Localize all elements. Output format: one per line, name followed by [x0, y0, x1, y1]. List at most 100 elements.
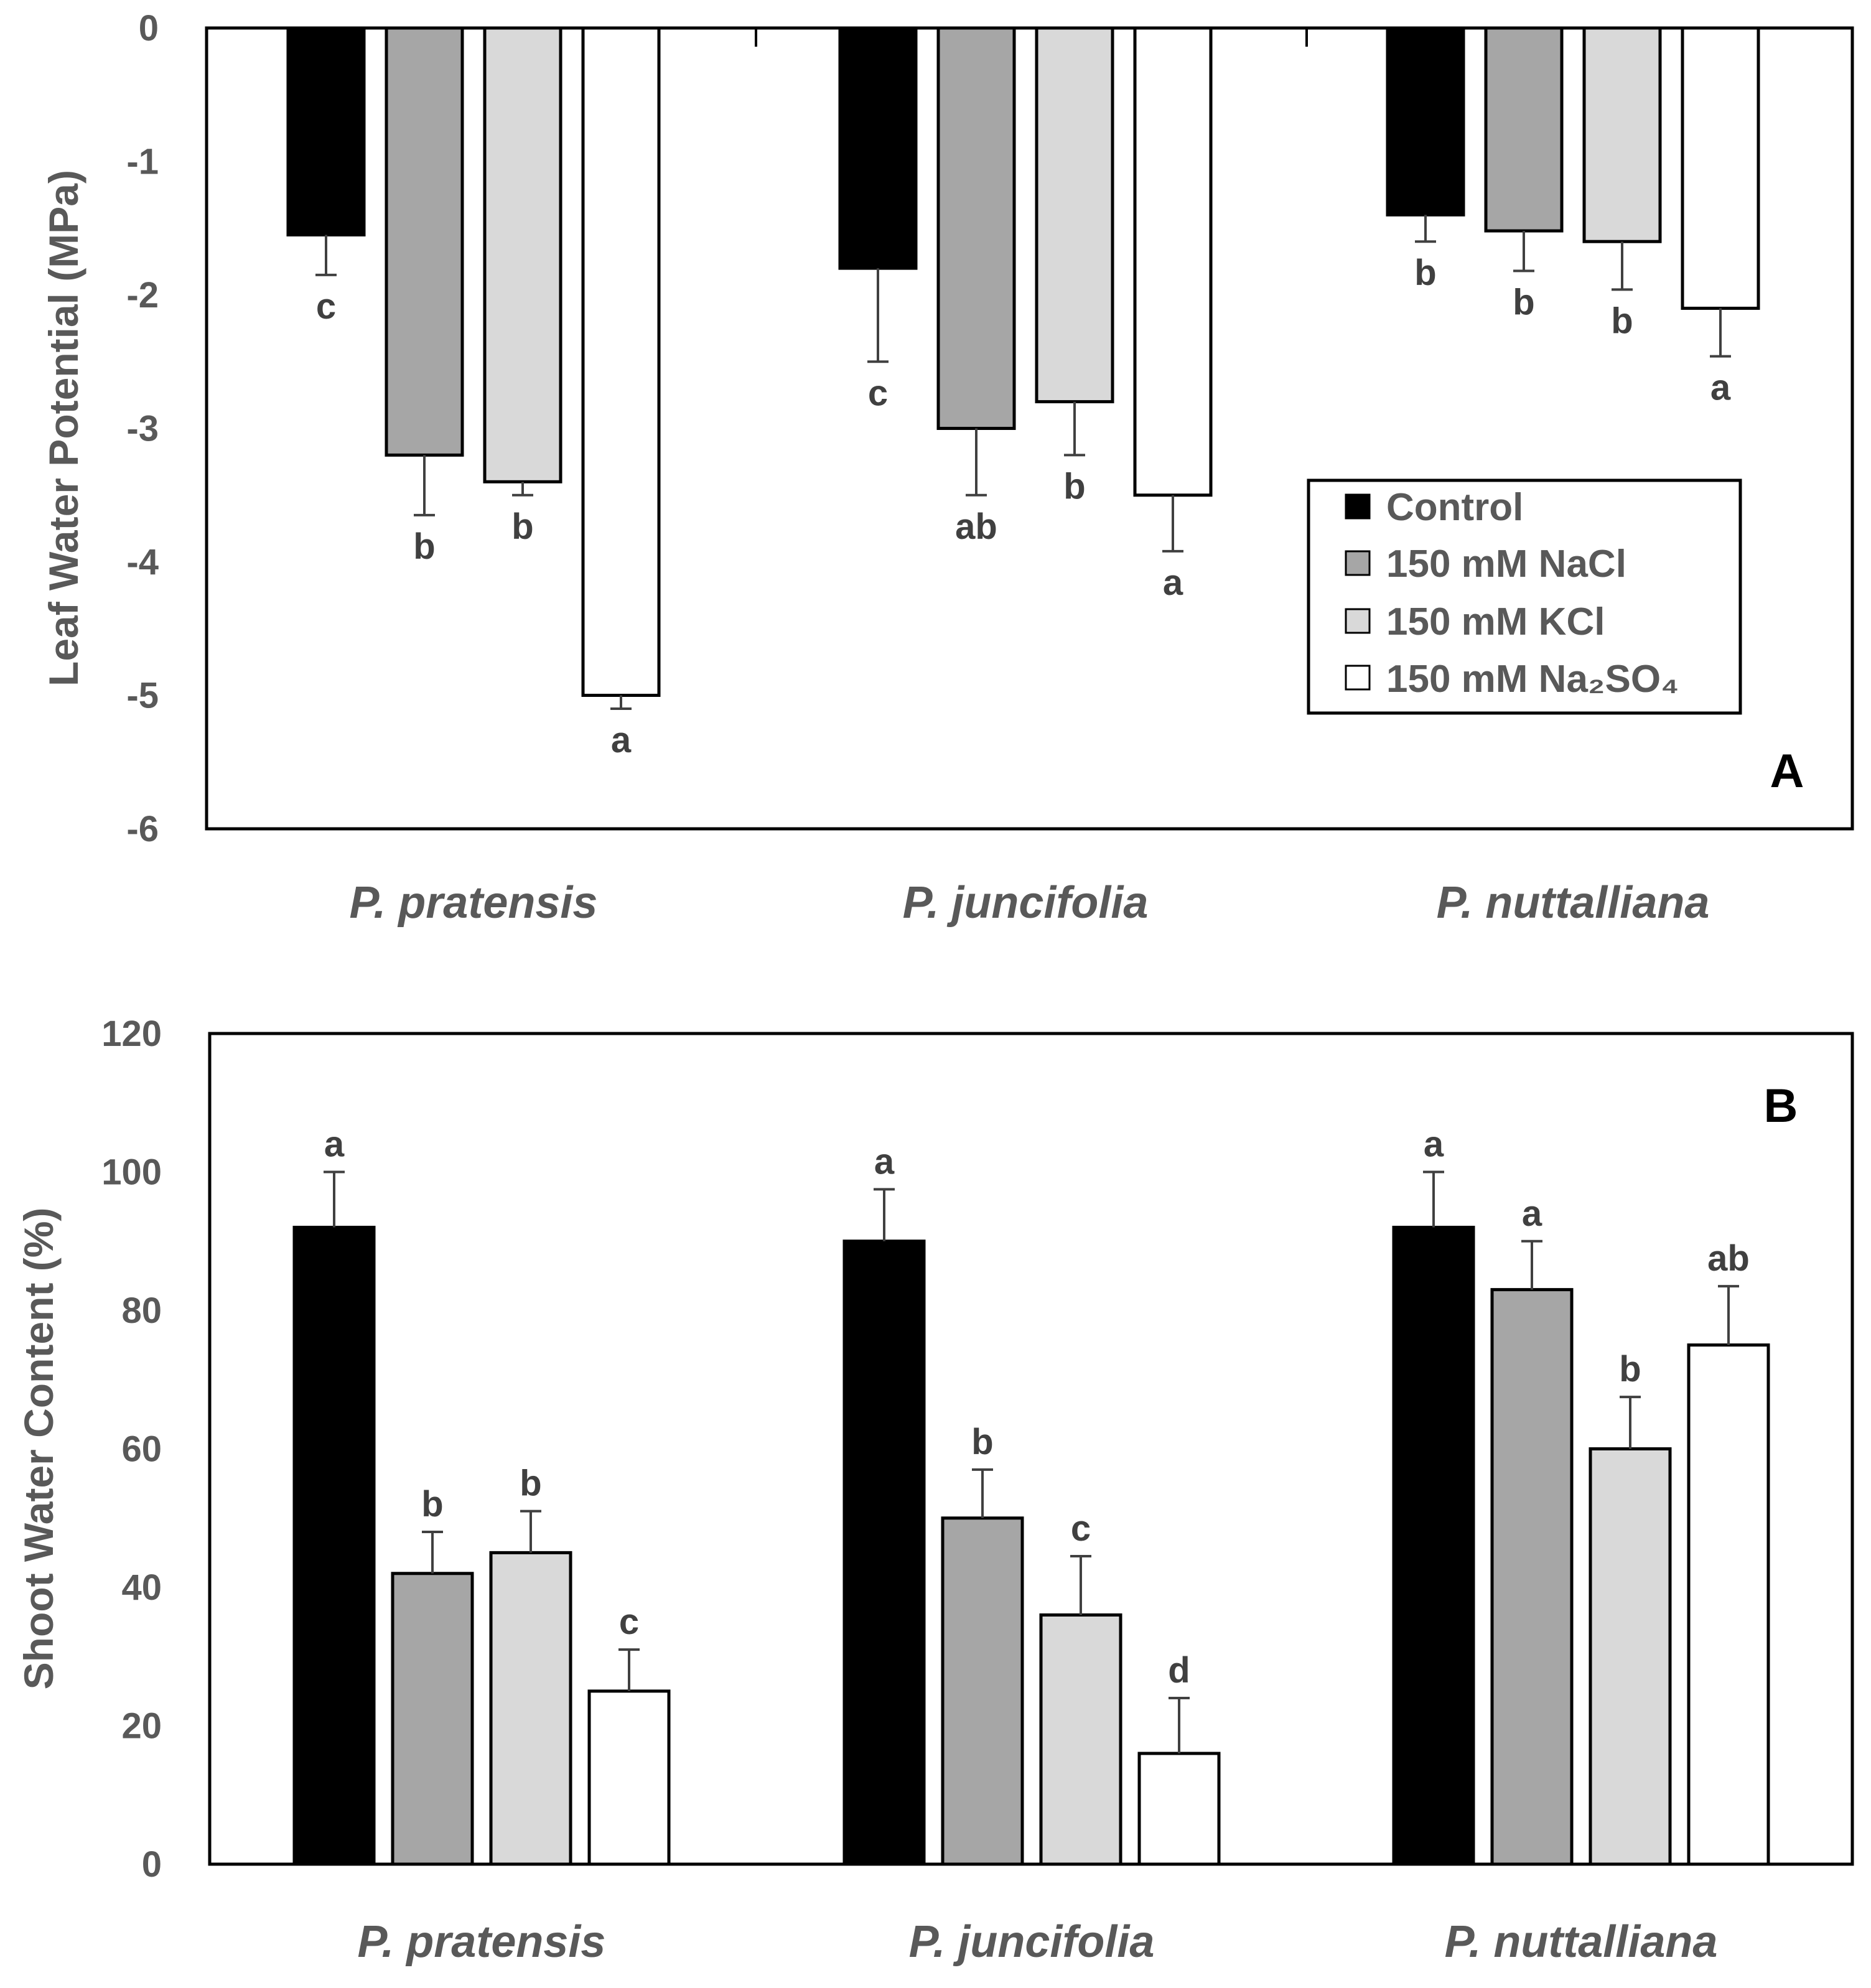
- bar-control-p-nuttalliana: [1392, 1226, 1475, 1866]
- panel-a-y-tick-label: -4: [126, 542, 159, 582]
- bar-150-mm-kcl-p-nuttalliana: [1582, 26, 1662, 243]
- bar-control-p-pratensis: [286, 26, 366, 236]
- panel-a-plot-frame: [205, 26, 1854, 831]
- legend-item-control: Control: [1345, 486, 1523, 529]
- significance-letter-150-mm-kcl-p-pratensis: b: [511, 506, 533, 547]
- bar-150-mm-kcl-p-pratensis: [483, 26, 562, 483]
- panel-b-category-label-p-nuttalliana: P. nuttalliana: [1445, 1917, 1718, 1967]
- panel-a-category-label-p-pratensis: P. pratensis: [350, 878, 598, 928]
- bar-150-mm-na-so-p-nuttalliana: [1681, 26, 1760, 310]
- significance-letter-control-p-juncifolia: a: [874, 1141, 895, 1182]
- bar-150-mm-kcl-p-juncifolia: [1039, 1613, 1122, 1866]
- panel-a-significance-letters: c c b b ab b b b b a a a: [316, 253, 1731, 760]
- significance-letter-150-mm-nacl-p-nuttalliana: a: [1522, 1193, 1542, 1234]
- bar-150-mm-kcl-p-pratensis: [489, 1551, 572, 1866]
- panel-a-y-tick-labels: 0 -1 -2 -3 -4 -5 -6: [126, 8, 1308, 849]
- bar-150-mm-na-so-p-nuttalliana: [1687, 1343, 1770, 1866]
- significance-letter-150-mm-na-so-p-nuttalliana: a: [1710, 368, 1731, 408]
- panel-a-y-axis-label: Leaf Water Potential (MPa): [40, 170, 86, 686]
- panel-a-category-label-p-juncifolia: P. juncifolia: [903, 878, 1149, 928]
- panel-a-leaf-water-potential: 0-1-2-3-4-5-6 P. pratensis P. juncifolia P…: [40, 8, 1854, 928]
- panel-b-y-tick-label: 40: [121, 1567, 162, 1608]
- legend-label-kcl: 150 mM KCl: [1386, 600, 1605, 643]
- panel-a-letter: A: [1770, 745, 1804, 798]
- legend-swatch-kcl: [1345, 608, 1371, 634]
- panel-b-y-tick-labels: 0 20 40 60 80 100 120: [101, 1014, 162, 1885]
- legend-swatch-nacl: [1345, 550, 1371, 576]
- panel-b-category-labels: P. pratensis P. juncifolia P. nuttalliana: [358, 1917, 1718, 1967]
- significance-letter-150-mm-nacl-p-juncifolia: b: [971, 1422, 993, 1462]
- significance-letter-150-mm-nacl-p-pratensis: b: [421, 1484, 443, 1524]
- panel-a-bars: [286, 26, 1760, 697]
- significance-letter-control-p-nuttalliana: a: [1424, 1124, 1444, 1165]
- panel-b-y-tick-label: 100: [101, 1152, 162, 1193]
- bar-150-mm-nacl-p-juncifolia: [941, 1516, 1024, 1866]
- significance-letter-150-mm-kcl-p-pratensis: b: [520, 1463, 541, 1504]
- bar-150-mm-nacl-p-nuttalliana: [1484, 26, 1564, 233]
- panel-b-y-tick-label: 0: [142, 1844, 162, 1885]
- panel-b-y-tick-label: 60: [121, 1429, 162, 1470]
- significance-letter-150-mm-kcl-p-nuttalliana: b: [1611, 301, 1633, 341]
- panel-a-y-tick-label: -2: [126, 275, 159, 315]
- panel-b-bars: [292, 1226, 1770, 1866]
- panel-b-y-tick-label: 120: [101, 1014, 162, 1054]
- panel-a-category-label-p-nuttalliana: P. nuttalliana: [1437, 878, 1710, 928]
- panel-b-y-axis-label: Shoot Water Content (%): [16, 1208, 62, 1690]
- significance-letter-control-p-juncifolia: c: [868, 373, 888, 413]
- panel-b-y-tick-label: 20: [121, 1706, 162, 1747]
- bar-150-mm-na-so-p-juncifolia: [1133, 26, 1213, 497]
- bar-150-mm-nacl-p-pratensis: [391, 1572, 474, 1866]
- legend-item-nacl: 150 mM NaCl: [1345, 543, 1626, 586]
- bar-150-mm-na-so-p-pratensis: [581, 26, 661, 697]
- panel-a-error-bars: [315, 215, 1731, 710]
- panel-a-y-tick-label: 0: [139, 8, 159, 49]
- significance-letter-150-mm-nacl-p-nuttalliana: b: [1513, 282, 1534, 322]
- panel-b-error-bars: [324, 1170, 1739, 1753]
- panel-b-shoot-water-content: 0 20 40 60 80 100 120 P. pratensis P. juncifoli…: [16, 1014, 1854, 1967]
- panel-b-letter: B: [1764, 1080, 1798, 1132]
- significance-letter-150-mm-na-so-p-juncifolia: d: [1168, 1650, 1190, 1691]
- bar-control-p-juncifolia: [838, 26, 918, 270]
- significance-letter-150-mm-na-so-p-nuttalliana: ab: [1707, 1238, 1750, 1279]
- legend-label-nacl: 150 mM NaCl: [1386, 543, 1626, 586]
- legend-item-kcl: 150 mM KCl: [1345, 600, 1605, 643]
- significance-letter-150-mm-na-so-p-juncifolia: a: [1163, 562, 1183, 603]
- panel-b-category-label-p-pratensis: P. pratensis: [358, 1917, 606, 1967]
- significance-letter-control-p-pratensis: a: [324, 1124, 345, 1165]
- bar-control-p-pratensis: [292, 1226, 376, 1866]
- panel-a-y-tick-label: -1: [126, 142, 159, 182]
- legend-swatch-na2so4: [1345, 665, 1371, 691]
- significance-letter-150-mm-kcl-p-juncifolia: b: [1063, 466, 1085, 506]
- significance-letter-150-mm-nacl-p-juncifolia: ab: [955, 506, 997, 547]
- significance-letter-150-mm-na-so-p-pratensis: a: [611, 720, 632, 760]
- bar-150-mm-kcl-p-juncifolia: [1035, 26, 1114, 404]
- bar-150-mm-nacl-p-pratensis: [385, 26, 464, 457]
- legend-swatch-control: [1345, 493, 1371, 520]
- bar-150-mm-nacl-p-juncifolia: [936, 26, 1016, 430]
- bar-150-mm-na-so-p-juncifolia: [1137, 1752, 1221, 1866]
- legend-item-na2so4: 150 mM Na₂SO₄: [1345, 658, 1679, 701]
- bar-150-mm-kcl-p-nuttalliana: [1589, 1447, 1672, 1866]
- panel-a-y-tick-label: -6: [126, 809, 159, 849]
- panel-b-y-tick-label: 80: [121, 1290, 162, 1331]
- panel-a-y-tick-label: -5: [126, 676, 159, 716]
- significance-letter-control-p-pratensis: c: [316, 286, 336, 327]
- legend-box: [1307, 478, 1742, 715]
- panel-a-category-labels: P. pratensis P. juncifolia P. nuttalliana: [350, 878, 1710, 928]
- legend-label-control: Control: [1386, 486, 1523, 529]
- panel-b-category-label-p-juncifolia: P. juncifolia: [909, 1917, 1155, 1967]
- legend-label-na2so4: 150 mM Na₂SO₄: [1386, 658, 1679, 701]
- bar-150-mm-nacl-p-nuttalliana: [1490, 1288, 1574, 1866]
- significance-letter-150-mm-kcl-p-nuttalliana: b: [1619, 1349, 1641, 1389]
- panel-a-y-tick-label: -3: [126, 409, 159, 449]
- bar-150-mm-na-so-p-pratensis: [587, 1689, 671, 1866]
- panel-b-plot-frame: [208, 1032, 1854, 1866]
- bar-control-p-nuttalliana: [1386, 26, 1465, 217]
- significance-letter-150-mm-na-so-p-pratensis: c: [619, 1602, 639, 1642]
- significance-letter-150-mm-nacl-p-pratensis: b: [413, 526, 435, 567]
- legend: Control 150 mM NaCl 150 mM KCl 150 mM Na…: [1307, 478, 1742, 715]
- bar-control-p-juncifolia: [842, 1239, 926, 1866]
- significance-letter-150-mm-kcl-p-juncifolia: c: [1071, 1508, 1091, 1549]
